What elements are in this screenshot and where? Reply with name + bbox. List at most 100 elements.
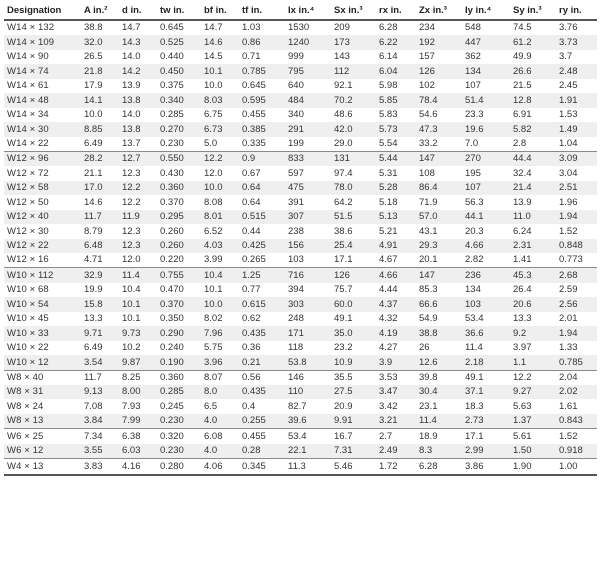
value-cell-moment-of-inertia-x: 110 [286, 384, 332, 400]
value-cell-flange-width: 14.6 [202, 35, 240, 50]
value-cell-area: 9.13 [82, 384, 120, 400]
value-cell-area: 6.48 [82, 238, 120, 253]
value-cell-moment-of-inertia-x: 394 [288, 284, 304, 296]
value-cell-area: 7.34 [82, 428, 120, 444]
value-cell-radius-of-gyration-x: 6.28 [379, 22, 398, 34]
table-body: W14 × 132 38.8 14.7 0.645 14.7 1.03 1530 209 6.2… [4, 20, 597, 476]
value-cell-radius-of-gyration-x: 3.9 [377, 355, 417, 370]
value-cell-radius-of-gyration-x: 6.04 [377, 64, 417, 79]
designation-cell: W10 × 33 [4, 326, 82, 341]
table-row: W12 × 40 11.7 11.9 0.295 8.01 0.515 307 51.5 5.1… [4, 209, 597, 225]
value-cell-area: 7.08 [84, 400, 103, 412]
value-cell-radius-of-gyration-y: 3.09 [557, 150, 597, 167]
value-cell-moment-of-inertia-y: 2.73 [463, 413, 511, 429]
value-cell-moment-of-inertia-y: 195 [465, 167, 481, 179]
column-header-web-thickness: tw in. [158, 2, 202, 21]
table-row: W10 × 45 13.3 10.1 0.350 8.02 0.62 248 49.1 4.32… [4, 312, 597, 326]
value-cell-moment-of-inertia-x: 307 [286, 209, 332, 225]
value-cell-web-thickness: 0.375 [160, 80, 184, 92]
designation-cell: W14 × 132 [7, 22, 55, 34]
designation-cell: W12 × 16 [7, 254, 49, 266]
value-cell-depth: 12.2 [120, 180, 158, 196]
table-row: W14 × 22 6.49 13.7 0.230 5.0 0.335 199 29.0 5.54… [4, 137, 597, 152]
value-cell-radius-of-gyration-x: 3.42 [379, 400, 398, 412]
value-cell-radius-of-gyration-x: 5.28 [377, 180, 417, 196]
value-cell-moment-of-inertia-y: 236 [463, 267, 511, 283]
value-cell-moment-of-inertia-x: 118 [288, 342, 304, 354]
value-cell-flange-width: 8.02 [204, 313, 223, 325]
column-header-moment-of-inertia-x: Ix in.⁴ [286, 2, 332, 21]
value-cell-area: 8.79 [84, 225, 103, 237]
value-cell-plastic-modulus-x: 192 [417, 35, 463, 50]
table-row: W10 × 33 9.71 9.73 0.290 7.96 0.435 171 35.0 4.1… [4, 326, 597, 341]
value-cell-moment-of-inertia-y: 56.3 [465, 196, 484, 208]
value-cell-flange-thickness: 0.44 [242, 225, 261, 237]
value-cell-flange-thickness: 0.56 [240, 369, 286, 385]
value-cell-plastic-modulus-x: 11.4 [417, 413, 463, 429]
designation-cell: W14 × 90 [7, 51, 49, 63]
value-cell-radius-of-gyration-x: 4.37 [377, 297, 417, 312]
value-cell-web-thickness: 0.350 [160, 313, 184, 325]
column-header-flange-width: bf in. [202, 2, 240, 21]
table-row: W12 × 72 21.1 12.3 0.430 12.0 0.67 597 97.4 5.31… [4, 166, 597, 180]
value-cell-area: 11.7 [82, 209, 120, 225]
value-cell-radius-of-gyration-x: 5.54 [379, 137, 398, 149]
value-cell-plastic-modulus-x: 234 [419, 22, 435, 34]
value-cell-plastic-modulus-x: 66.6 [417, 297, 463, 312]
value-cell-flange-width: 6.73 [202, 122, 240, 137]
value-cell-plastic-modulus-x: 54.9 [419, 313, 438, 325]
value-cell-radius-of-gyration-y: 1.33 [559, 342, 578, 354]
value-cell-plastic-modulus-x: 23.1 [419, 400, 438, 412]
value-cell-depth: 13.8 [120, 122, 158, 137]
designation-cell: W12 × 50 [7, 196, 49, 208]
value-cell-depth: 8.25 [120, 369, 158, 385]
value-cell-flange-thickness: 0.64 [242, 196, 261, 208]
table-row: W12 × 58 17.0 12.2 0.360 10.0 0.64 475 78.0 5.28… [4, 180, 597, 196]
designation-cell: W12 × 58 [4, 180, 82, 196]
column-header-designation: Designation [4, 2, 82, 21]
designation-cell: W12 × 30 [7, 225, 49, 237]
value-cell-radius-of-gyration-y: 1.61 [559, 400, 578, 412]
value-cell-radius-of-gyration-x: 5.31 [379, 167, 398, 179]
value-cell-area: 21.8 [82, 64, 120, 79]
value-cell-moment-of-inertia-y: 20.3 [465, 225, 484, 237]
value-cell-flange-thickness: 0.515 [240, 209, 286, 225]
designation-cell: W12 × 96 [4, 150, 82, 167]
value-cell-depth: 6.38 [120, 428, 158, 444]
value-cell-moment-of-inertia-y: 270 [463, 150, 511, 167]
value-cell-moment-of-inertia-y: 7.0 [465, 137, 479, 149]
value-cell-plastic-modulus-x: 86.4 [417, 180, 463, 196]
value-cell-flange-thickness: 0.385 [240, 122, 286, 137]
value-cell-moment-of-inertia-y: 4.66 [463, 238, 511, 253]
value-cell-radius-of-gyration-x: 4.66 [377, 267, 417, 283]
value-cell-radius-of-gyration-y: 2.51 [557, 180, 597, 196]
value-cell-web-thickness: 0.260 [158, 238, 202, 253]
value-cell-web-thickness: 0.295 [158, 209, 202, 225]
value-cell-section-modulus-y: 9.2 [511, 326, 557, 341]
value-cell-section-modulus-y: 20.6 [511, 297, 557, 312]
value-cell-moment-of-inertia-x: 1530 [288, 22, 310, 34]
value-cell-depth: 14.3 [120, 35, 158, 50]
value-cell-web-thickness: 0.230 [160, 137, 184, 149]
value-cell-moment-of-inertia-y: 362 [465, 51, 481, 63]
value-cell-web-thickness: 0.470 [160, 284, 184, 296]
value-cell-radius-of-gyration-x: 3.47 [377, 384, 417, 400]
value-cell-section-modulus-y: 5.63 [513, 400, 532, 412]
value-cell-section-modulus-y: 1.90 [511, 458, 557, 476]
value-cell-section-modulus-y: 61.2 [511, 35, 557, 50]
value-cell-radius-of-gyration-y: 0.918 [557, 443, 597, 459]
value-cell-radius-of-gyration-x: 5.18 [379, 196, 398, 208]
value-cell-radius-of-gyration-x: 5.21 [379, 225, 398, 237]
value-cell-moment-of-inertia-y: 23.3 [465, 109, 484, 121]
designation-cell: W6 × 25 [4, 428, 82, 444]
value-cell-area: 6.49 [84, 342, 103, 354]
value-cell-flange-width: 10.4 [202, 267, 240, 283]
value-cell-depth: 6.03 [120, 443, 158, 459]
value-cell-depth: 12.3 [122, 225, 141, 237]
value-cell-moment-of-inertia-x: 53.4 [286, 428, 332, 444]
value-cell-section-modulus-y: 1.1 [511, 355, 557, 370]
value-cell-radius-of-gyration-x: 3.21 [377, 413, 417, 429]
table-row: W8 × 13 3.84 7.99 0.230 4.0 0.255 39.6 9.91 3.21… [4, 413, 597, 429]
designation-cell: W8 × 40 [4, 369, 82, 385]
value-cell-radius-of-gyration-x: 4.67 [379, 254, 398, 266]
